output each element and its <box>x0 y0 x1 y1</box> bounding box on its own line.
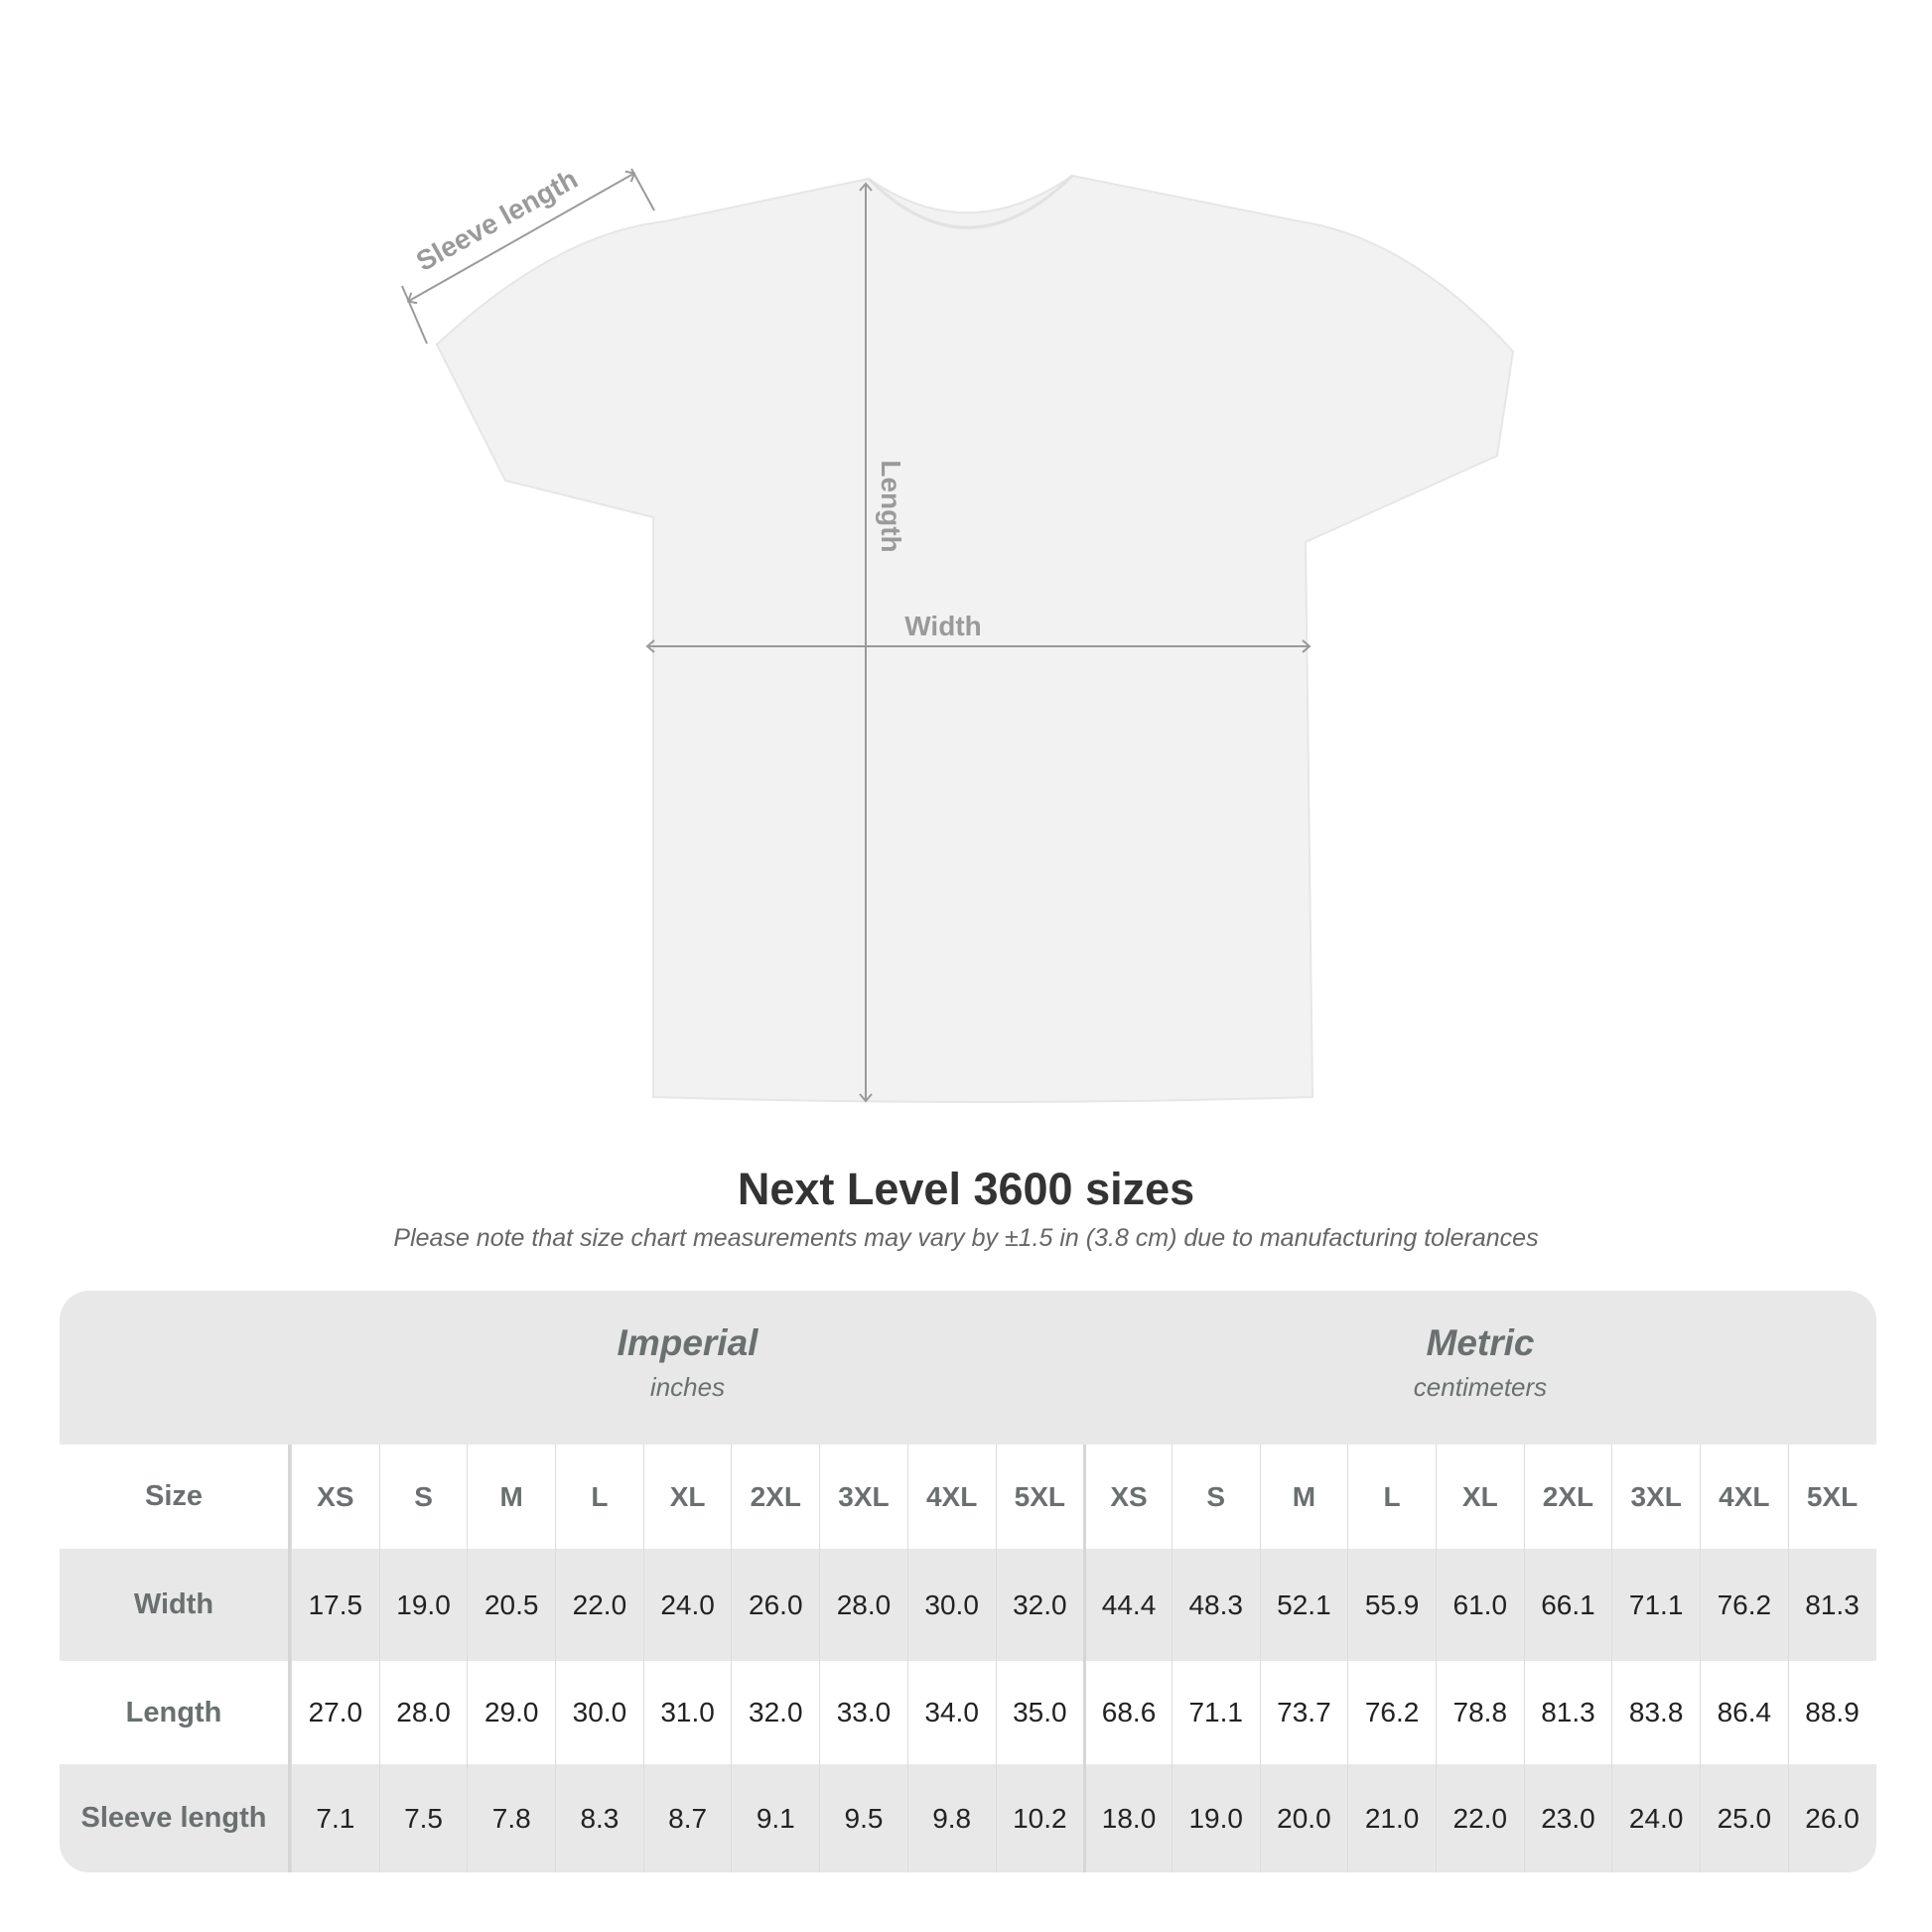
table-row: Sleeve length 7.1 7.5 7.8 8.3 8.7 9.1 9.5 9.8 10.… <box>60 1764 1876 1872</box>
metric-value-cell: 55.9 <box>1347 1549 1436 1661</box>
table-header-row: Size XS S M L XL 2XL 3XL 4XL 5XL XS S M L XL 2XL 3XL 4XL 5… <box>60 1445 1876 1549</box>
metric-size-header: S <box>1171 1445 1260 1549</box>
imperial-value-cell: 24.0 <box>642 1549 732 1661</box>
metric-size-header: L <box>1347 1445 1436 1549</box>
imperial-value-cell: 8.3 <box>555 1764 643 1872</box>
imperial-value-cell: 28.0 <box>378 1661 468 1764</box>
metric-value-cell: 83.8 <box>1611 1661 1700 1764</box>
imperial-value-cell: 8.7 <box>642 1764 732 1872</box>
imperial-value-cell: 7.1 <box>291 1764 379 1872</box>
sleeve-measure-tick <box>401 285 428 345</box>
imperial-value-cell: 29.0 <box>467 1661 555 1764</box>
table-row: Width 17.5 19.0 20.5 22.0 24.0 26.0 28.0 30.0 32.… <box>60 1549 1876 1661</box>
imperial-value-cell: 32.0 <box>995 1549 1084 1661</box>
metric-value-cell: 81.3 <box>1787 1549 1876 1661</box>
imperial-value-cell: 9.1 <box>731 1764 819 1872</box>
metric-size-header: M <box>1259 1445 1348 1549</box>
metric-size-header: XL <box>1435 1445 1524 1549</box>
metric-value-cell: 24.0 <box>1611 1764 1700 1872</box>
sleeve-measure-tick <box>630 168 655 211</box>
metric-value-cell: 78.8 <box>1435 1661 1524 1764</box>
imperial-size-header: S <box>378 1445 468 1549</box>
row-label: Length <box>60 1661 291 1764</box>
metric-value-cell: 23.0 <box>1523 1764 1612 1872</box>
metric-value-cell: 73.7 <box>1259 1661 1348 1764</box>
metric-value-cell: 19.0 <box>1171 1764 1260 1872</box>
imperial-value-cell: 9.8 <box>906 1764 996 1872</box>
imperial-value-cell: 10.2 <box>995 1764 1084 1872</box>
imperial-unit: inches <box>649 1372 726 1402</box>
table-row: Length 27.0 28.0 29.0 30.0 31.0 32.0 33.0 34.0 35… <box>60 1661 1876 1764</box>
metric-value-cell: 25.0 <box>1700 1764 1788 1872</box>
imperial-size-header: XS <box>291 1445 379 1549</box>
metric-value-cell: 18.0 <box>1083 1764 1172 1872</box>
tshirt-diagram: Width Length Sleeve length <box>401 163 1515 1103</box>
tolerance-note: Please note that size chart measurements… <box>393 1224 1539 1252</box>
imperial-value-cell: 26.0 <box>731 1549 819 1661</box>
imperial-value-cell: 30.0 <box>555 1661 643 1764</box>
imperial-value-cell: 30.0 <box>906 1549 996 1661</box>
imperial-title: Imperial <box>617 1322 759 1363</box>
imperial-value-cell: 17.5 <box>291 1549 379 1661</box>
metric-value-cell: 76.2 <box>1347 1661 1436 1764</box>
imperial-value-cell: 33.0 <box>819 1661 907 1764</box>
metric-header: Metric centimeters <box>1084 1291 1876 1445</box>
length-label: Length <box>876 460 906 552</box>
metric-size-header: XS <box>1083 1445 1172 1549</box>
metric-title: Metric <box>1426 1322 1535 1363</box>
imperial-value-cell: 19.0 <box>378 1549 468 1661</box>
size-chart-table: Imperial inches Metric centimeters Size X… <box>60 1291 1876 1872</box>
imperial-value-cell: 34.0 <box>906 1661 996 1764</box>
row-label: Sleeve length <box>60 1764 291 1872</box>
page-title: Next Level 3600 sizes <box>737 1164 1195 1214</box>
imperial-size-header: 4XL <box>906 1445 996 1549</box>
metric-value-cell: 21.0 <box>1347 1764 1436 1872</box>
imperial-value-cell: 9.5 <box>819 1764 907 1872</box>
metric-value-cell: 76.2 <box>1700 1549 1788 1661</box>
imperial-value-cell: 7.8 <box>467 1764 555 1872</box>
metric-value-cell: 71.1 <box>1611 1549 1700 1661</box>
sleeve-measure-line <box>406 170 636 305</box>
imperial-value-cell: 32.0 <box>731 1661 819 1764</box>
metric-value-cell: 44.4 <box>1083 1549 1172 1661</box>
metric-value-cell: 88.9 <box>1787 1661 1876 1764</box>
metric-value-cell: 81.3 <box>1523 1661 1612 1764</box>
metric-value-cell: 61.0 <box>1435 1549 1524 1661</box>
metric-unit: centimeters <box>1413 1372 1548 1402</box>
imperial-size-header: 3XL <box>819 1445 907 1549</box>
metric-value-cell: 22.0 <box>1435 1764 1524 1872</box>
metric-size-header: 4XL <box>1700 1445 1788 1549</box>
row-label: Width <box>60 1549 291 1661</box>
imperial-value-cell: 27.0 <box>291 1661 379 1764</box>
imperial-size-header: 5XL <box>995 1445 1084 1549</box>
imperial-value-cell: 20.5 <box>467 1549 555 1661</box>
imperial-size-header: M <box>467 1445 555 1549</box>
imperial-value-cell: 31.0 <box>642 1661 732 1764</box>
metric-size-header: 3XL <box>1611 1445 1700 1549</box>
imperial-value-cell: 22.0 <box>555 1549 643 1661</box>
imperial-value-cell: 28.0 <box>819 1549 907 1661</box>
metric-value-cell: 48.3 <box>1171 1549 1260 1661</box>
metric-size-header: 5XL <box>1787 1445 1876 1549</box>
metric-value-cell: 68.6 <box>1083 1661 1172 1764</box>
imperial-size-header: 2XL <box>731 1445 819 1549</box>
metric-value-cell: 66.1 <box>1523 1549 1612 1661</box>
metric-size-header: 2XL <box>1523 1445 1612 1549</box>
imperial-header: Imperial inches <box>291 1291 1084 1445</box>
metric-value-cell: 71.1 <box>1171 1661 1260 1764</box>
metric-value-cell: 26.0 <box>1787 1764 1876 1872</box>
tshirt-collar <box>867 174 1074 229</box>
imperial-size-header: L <box>555 1445 643 1549</box>
imperial-size-header: XL <box>642 1445 732 1549</box>
width-label: Width <box>904 611 982 641</box>
metric-value-cell: 20.0 <box>1259 1764 1348 1872</box>
metric-value-cell: 52.1 <box>1259 1549 1348 1661</box>
imperial-value-cell: 7.5 <box>378 1764 468 1872</box>
size-row-label: Size <box>60 1445 291 1549</box>
metric-value-cell: 86.4 <box>1700 1661 1788 1764</box>
imperial-value-cell: 35.0 <box>995 1661 1084 1764</box>
